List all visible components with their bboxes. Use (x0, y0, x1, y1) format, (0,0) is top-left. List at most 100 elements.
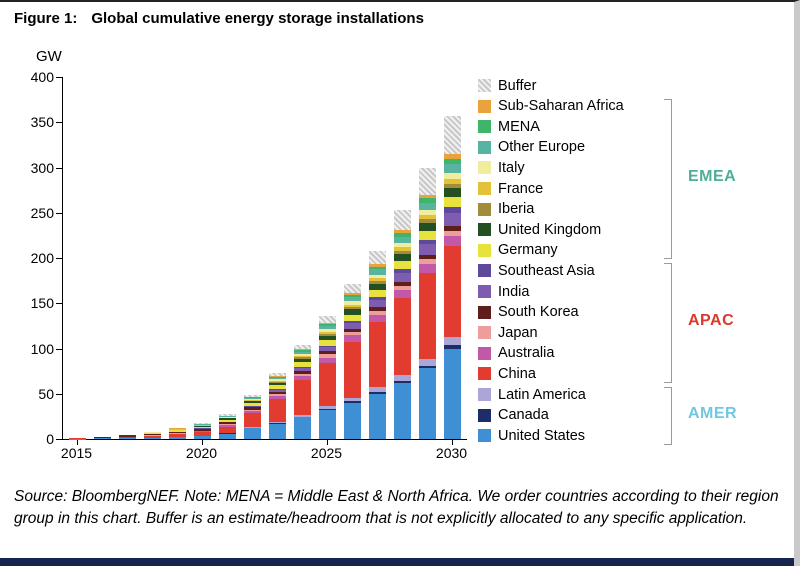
region-bracket-emea (664, 98, 672, 260)
bar-2018 (144, 431, 161, 439)
segment-south-korea (394, 281, 411, 286)
segment-france (269, 380, 286, 382)
legend-label: Sub-Saharan Africa (498, 98, 624, 115)
segment-sub-saharan-africa (419, 194, 436, 199)
legend-swatch (478, 161, 491, 175)
segment-italy (244, 399, 261, 401)
legend-item: United States (478, 425, 585, 446)
x-tick-label: 2020 (185, 445, 218, 461)
segment-italy (319, 329, 336, 333)
legend-label: Italy (498, 159, 525, 176)
segment-buffer (369, 250, 386, 265)
segment-united-kingdom (369, 283, 386, 291)
segment-australia (394, 290, 411, 299)
segment-sub-saharan-africa (319, 322, 336, 324)
segment-southeast-asia (419, 239, 436, 245)
segment-united-kingdom (419, 222, 436, 231)
segment-china (394, 298, 411, 376)
segment-germany (219, 419, 236, 422)
segment-india (294, 368, 311, 371)
legend-label: Other Europe (498, 139, 586, 156)
segment-iberia (419, 219, 436, 223)
figure-title: Figure 1: Global cumulative energy storag… (14, 10, 424, 27)
segment-united-kingdom (194, 425, 211, 428)
segment-sub-saharan-africa (294, 349, 311, 351)
legend-swatch (478, 326, 491, 340)
bar-2023 (269, 372, 286, 439)
segment-other-europe (319, 325, 336, 330)
bar-2015 (69, 437, 86, 439)
legend-swatch (478, 140, 491, 154)
bar-2028 (394, 210, 411, 439)
legend-label: MENA (498, 118, 540, 135)
segment-buffer (294, 344, 311, 350)
segment-india (244, 406, 261, 408)
segment-other-europe (219, 416, 236, 418)
x-tick-mark (201, 440, 203, 445)
segment-japan (294, 373, 311, 377)
segment-germany (369, 290, 386, 298)
segment-japan (194, 430, 211, 432)
bar-2021 (219, 414, 236, 439)
segment-china (144, 435, 161, 438)
segment-china (294, 380, 311, 415)
bar-2027 (369, 250, 386, 439)
segment-china (344, 341, 361, 398)
legend-item: Southeast Asia (478, 260, 595, 281)
segment-south-korea (219, 422, 236, 425)
segment-southeast-asia (294, 366, 311, 369)
segment-other-europe (294, 351, 311, 355)
segment-buffer (194, 423, 211, 424)
legend-item: South Korea (478, 302, 579, 323)
legend-item: Australia (478, 343, 554, 364)
legend-item: Germany (478, 240, 558, 261)
segment-sub-saharan-africa (444, 154, 461, 159)
segment-italy (444, 173, 461, 180)
y-tick-label: 250 (30, 204, 54, 221)
segment-iberia (294, 357, 311, 359)
segment-south-korea (344, 328, 361, 332)
legend-label: Canada (498, 407, 549, 424)
segment-other-europe (344, 296, 361, 302)
bar-2025 (319, 316, 336, 439)
segment-france (394, 247, 411, 251)
segment-sub-saharan-africa (344, 292, 361, 295)
legend-item: Italy (478, 157, 525, 178)
legend-item: Other Europe (478, 137, 585, 158)
segment-china (169, 434, 186, 438)
segment-iberia (344, 306, 361, 310)
segment-southeast-asia (444, 207, 461, 213)
x-tick-mark (76, 440, 78, 445)
segment-australia (369, 315, 386, 323)
segment-united-states (444, 348, 461, 439)
figure-title-text: Global cumulative energy storage install… (91, 10, 424, 27)
segment-buffer (444, 116, 461, 155)
legend-label: United States (498, 427, 586, 444)
segment-iberia (444, 183, 461, 189)
segment-india (344, 323, 361, 329)
segment-buffer (344, 283, 361, 293)
segment-other-europe (444, 163, 461, 174)
segment-india (419, 244, 436, 256)
segment-china (444, 246, 461, 337)
x-tick-label: 2030 (435, 445, 468, 461)
y-tick-mark (56, 258, 62, 259)
bar-2030 (444, 116, 461, 439)
legend-swatch (478, 243, 491, 257)
segment-japan (369, 310, 386, 316)
legend-swatch (478, 429, 491, 443)
y-tick-mark (56, 439, 62, 440)
segment-united-kingdom (269, 382, 286, 386)
segment-china (319, 363, 336, 407)
bar-2016 (94, 436, 111, 439)
segment-other-europe (269, 377, 286, 380)
segment-australia (244, 411, 261, 414)
segment-canada (444, 344, 461, 349)
segment-australia (219, 425, 236, 427)
segment-latin-america (394, 375, 411, 381)
segment-australia (344, 335, 361, 342)
x-tick-label: 2025 (310, 445, 343, 461)
segment-latin-america (344, 397, 361, 402)
legend-item: Latin America (478, 384, 586, 405)
